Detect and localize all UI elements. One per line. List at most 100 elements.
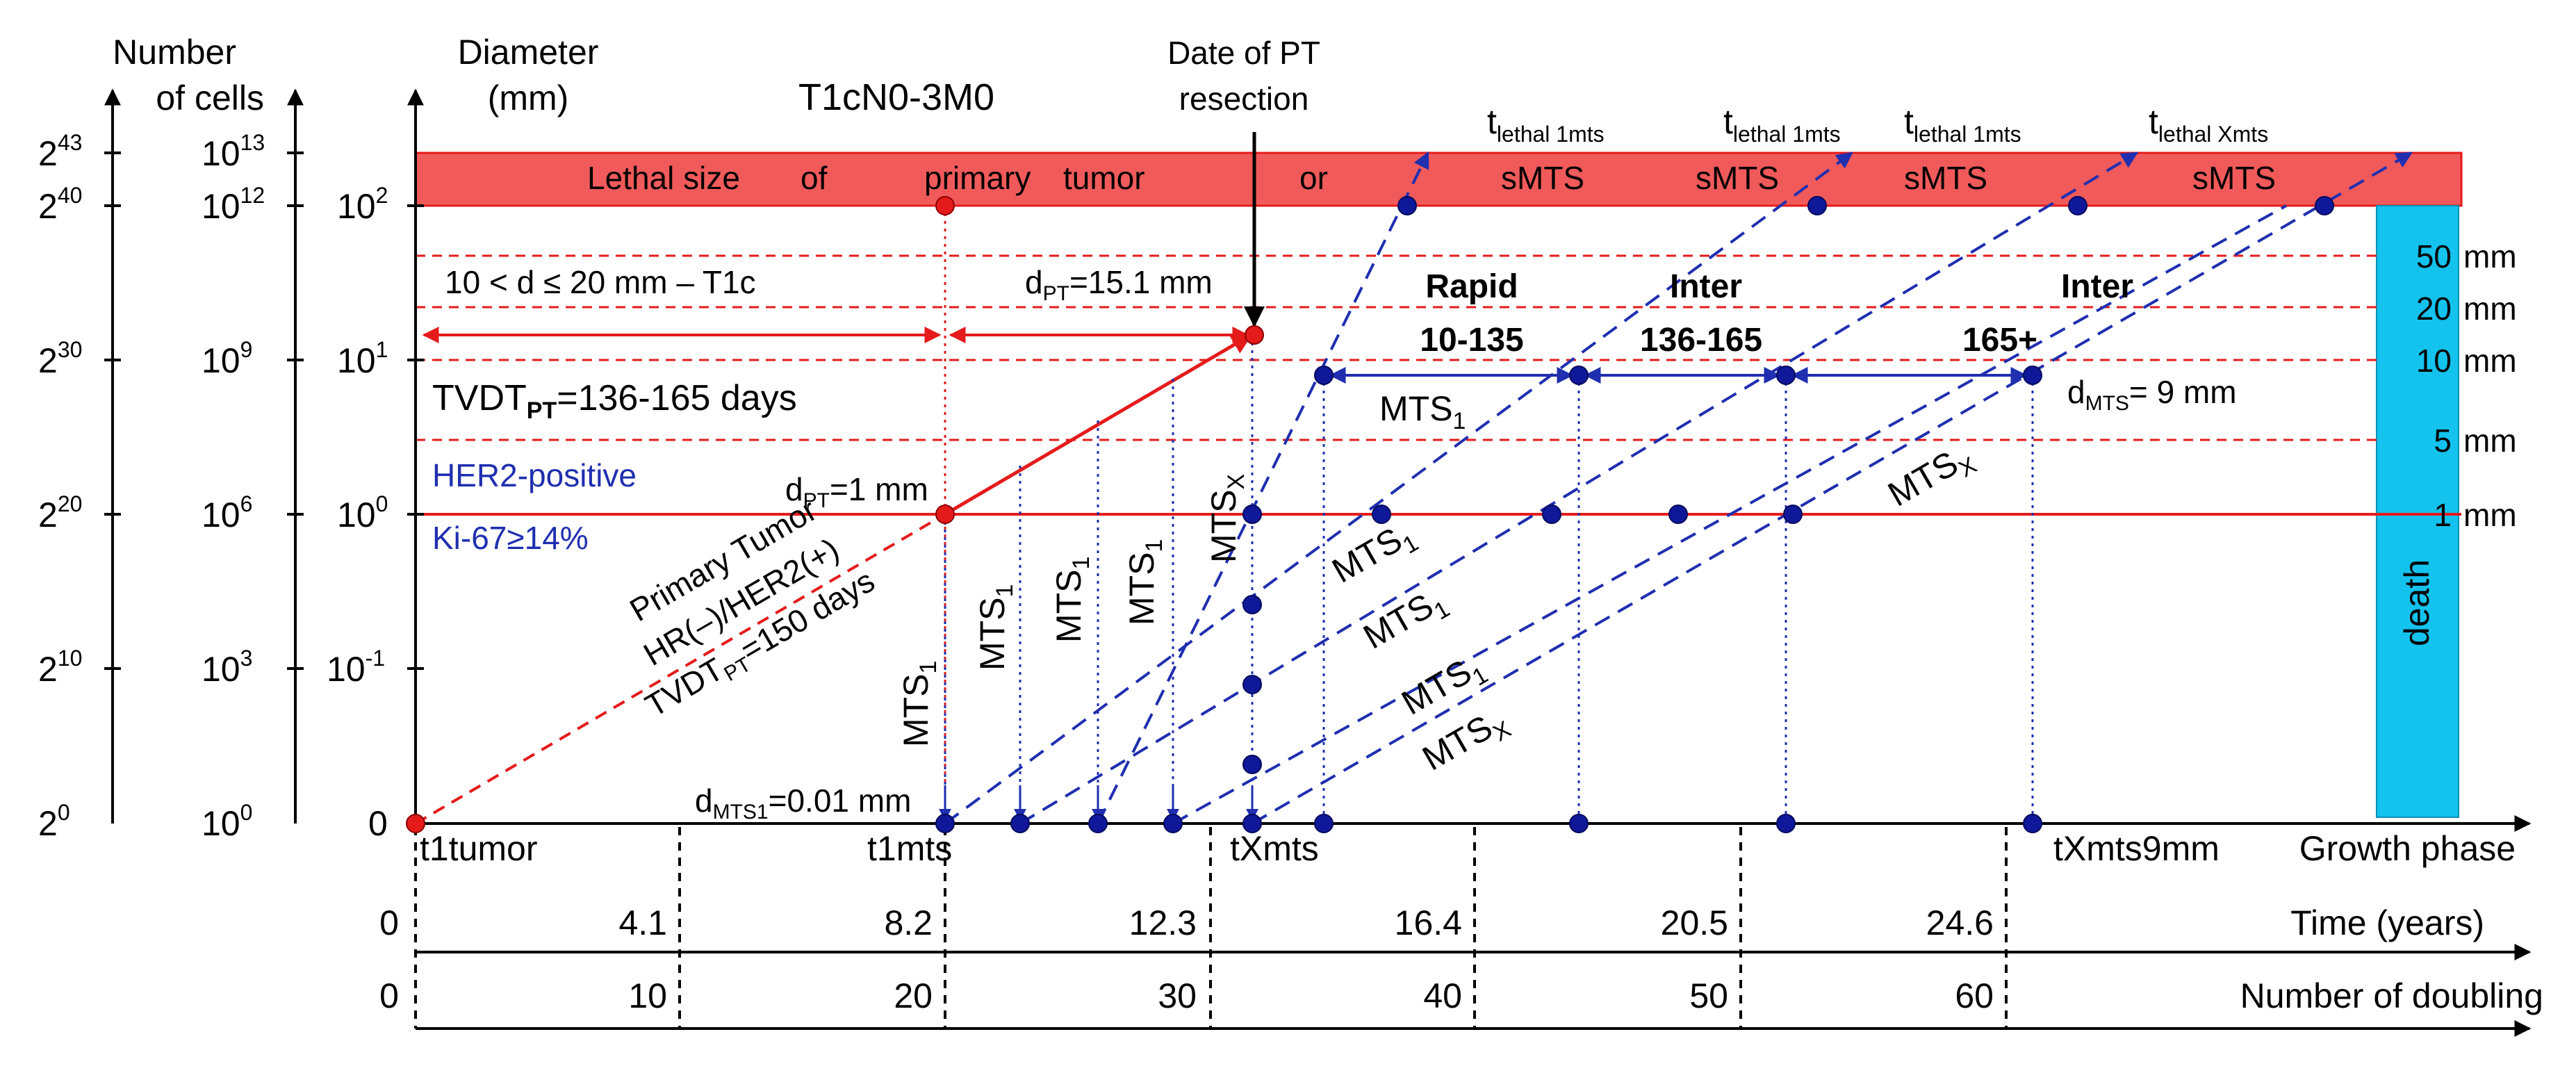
growth-phase-title: Growth phase <box>2299 829 2516 868</box>
svg-text:tXmts9mm: tXmts9mm <box>2053 829 2220 868</box>
log10-tick-labels: 1013 1012 109 106 103 100 <box>202 130 265 843</box>
svg-text:t1mts: t1mts <box>867 829 952 868</box>
right-mm-scale: 50 20 10 5 1 mm mm mm mm mm <box>2416 238 2517 533</box>
primary-tumor-1mm-dot <box>935 505 955 524</box>
diagram-title: T1cN0-3M0 <box>798 76 994 118</box>
lethal-band-labels: Lethal size of primary tumor or sMTS sMT… <box>587 160 2276 196</box>
svg-text:MTS1: MTS1 <box>1122 539 1167 625</box>
svg-text:MTS1: MTS1 <box>896 661 942 747</box>
log2-tick-labels: 243 240 230 220 210 20 <box>38 130 82 843</box>
scale-unit: mm <box>2463 423 2517 459</box>
svg-text:0: 0 <box>379 903 399 942</box>
death-bar <box>2376 205 2459 818</box>
svg-text:16.4: 16.4 <box>1395 903 1462 942</box>
scale-value: 10 <box>2416 343 2452 379</box>
svg-text:1013: 1013 <box>202 130 265 173</box>
primary-tumor-solid-arrow <box>944 333 1253 516</box>
svg-text:0: 0 <box>379 976 399 1015</box>
svg-text:tlethal Xmts: tlethal Xmts <box>2149 102 2268 147</box>
primary-tumor-origin-dot <box>406 814 425 833</box>
svg-text:165+: 165+ <box>1962 322 2037 359</box>
lethal-word: sMTS <box>1501 160 1584 196</box>
cells-axis-title: Number <box>113 33 236 72</box>
svg-text:t1tumor: t1tumor <box>420 829 538 868</box>
svg-text:10-1: 10-1 <box>327 646 385 689</box>
svg-text:tlethal 1mts: tlethal 1mts <box>1904 102 2021 147</box>
diameter-axis-title: Diameter <box>458 33 599 72</box>
dmts-label: dMTS= 9 mm <box>2067 374 2237 415</box>
svg-text:230: 230 <box>38 337 82 380</box>
svg-text:20.5: 20.5 <box>1661 903 1728 942</box>
svg-text:tlethal 1mts: tlethal 1mts <box>1487 102 1605 147</box>
blue-dots <box>935 196 2334 833</box>
svg-text:MTS1: MTS1 <box>1326 514 1423 596</box>
svg-text:20: 20 <box>38 800 70 843</box>
svg-text:Rapid: Rapid <box>1425 268 1518 305</box>
mts-1-line-c <box>1172 204 2287 825</box>
svg-text:tlethal 1mts: tlethal 1mts <box>1723 102 1841 147</box>
svg-text:30: 30 <box>1158 976 1197 1015</box>
time-axis-title: Time (years) <box>2290 903 2484 942</box>
svg-text:103: 103 <box>202 646 252 689</box>
mts-1-line-b <box>1019 151 2139 825</box>
time-labels: Time (years) 0 4.1 8.2 12.3 16.4 20.5 24… <box>379 903 2484 942</box>
svg-text:MTS1: MTS1 <box>1049 557 1094 643</box>
svg-text:MTSX: MTSX <box>1882 436 1982 519</box>
ki67-label: Ki-67≥14% <box>432 520 589 556</box>
lethal-word: sMTS <box>1904 160 1987 196</box>
phase-labels: Rapid 10-135 Inter 136-165 Inter 165+ <box>1420 268 2133 359</box>
svg-text:tXmts: tXmts <box>1230 829 1319 868</box>
primary-tumor-lethal-dot <box>935 196 955 215</box>
svg-text:40: 40 <box>1423 976 1462 1015</box>
lethal-word: sMTS <box>2192 160 2276 196</box>
svg-text:MTS1: MTS1 <box>973 584 1018 671</box>
blue-vertical-dotted <box>944 335 2034 824</box>
scale-unit: mm <box>2463 290 2517 327</box>
dpt-initial-label: dPT=1 mm <box>785 471 928 512</box>
svg-text:1012: 1012 <box>202 183 265 226</box>
scale-value: 20 <box>2416 290 2452 327</box>
growth-phase-labels: Growth phase t1tumor t1mts tXmts tXmts9m… <box>420 829 2516 868</box>
lethal-word: sMTS <box>1696 160 1779 196</box>
svg-text:60: 60 <box>1955 976 1994 1015</box>
svg-text:0: 0 <box>368 804 388 843</box>
svg-text:10-135: 10-135 <box>1420 322 1523 359</box>
red-dots <box>406 196 1264 833</box>
doubling-labels: Number of doubling 0 10 20 30 40 50 60 <box>379 976 2543 1015</box>
svg-text:20: 20 <box>894 976 933 1015</box>
mts-growth-lines <box>944 151 2413 825</box>
svg-text:Inter: Inter <box>1670 268 1742 305</box>
svg-text:101: 101 <box>337 337 388 380</box>
svg-text:136-165: 136-165 <box>1640 322 1762 359</box>
primary-tumor-resection-dot <box>1245 325 1264 345</box>
svg-text:24.6: 24.6 <box>1926 903 1994 942</box>
svg-text:12.3: 12.3 <box>1129 903 1197 942</box>
scale-unit: mm <box>2463 343 2517 379</box>
lethal-word: primary <box>924 160 1031 196</box>
scale-unit: mm <box>2463 497 2517 533</box>
lethal-word: of <box>801 160 828 196</box>
resection-label: Date of PT <box>1167 35 1320 71</box>
lethal-word: Lethal size <box>587 160 740 196</box>
svg-text:8.2: 8.2 <box>884 903 933 942</box>
dpt-final-label: dPT=15.1 mm <box>1025 264 1213 305</box>
death-label: death <box>2397 559 2436 646</box>
doubling-axis-title: Number of doubling <box>2240 976 2543 1015</box>
resection-label: resection <box>1179 81 1309 117</box>
bottom-axes <box>416 815 2532 1037</box>
axis-titles: Number of cells Diameter (mm) <box>113 33 598 117</box>
svg-text:102: 102 <box>337 183 388 226</box>
svg-text:210: 210 <box>38 646 82 689</box>
mts-vertical-labels: MTS1 MTS1 MTS1 MTS1 MTSX <box>896 474 1249 747</box>
mts-x-line <box>1251 151 2413 825</box>
scale-value: 5 <box>2434 423 2452 459</box>
svg-text:243: 243 <box>38 130 82 173</box>
svg-text:109: 109 <box>202 337 252 380</box>
diameter-tick-labels: 102 101 100 10-1 0 <box>327 183 388 843</box>
diameter-axis-title: (mm) <box>488 79 569 117</box>
dmts1-label: dMTS1=0.01 mm <box>695 783 911 824</box>
scale-value: 50 <box>2416 238 2452 275</box>
mts1-horizontal-label: MTS1 <box>1379 389 1466 434</box>
lethal-word: tumor <box>1063 160 1145 196</box>
